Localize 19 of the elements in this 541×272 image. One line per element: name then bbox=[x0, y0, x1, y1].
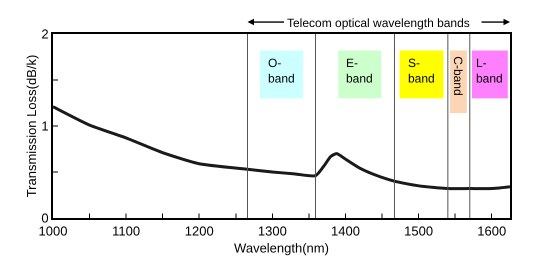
band-label: S- band bbox=[408, 56, 435, 86]
x-tick-label: 1000 bbox=[38, 223, 68, 238]
band-label: O- band bbox=[268, 56, 295, 86]
x-tick-label: 1300 bbox=[258, 223, 287, 238]
x-tick-label: 1100 bbox=[112, 223, 140, 238]
line-series bbox=[53, 105, 510, 190]
band-label: E- band bbox=[346, 56, 373, 86]
band-label: L- band bbox=[476, 56, 503, 86]
x-axis-title: Wavelength(nm) bbox=[234, 240, 329, 256]
x-tick-label: 1400 bbox=[331, 223, 360, 238]
x-tick-label: 1500 bbox=[404, 223, 434, 238]
band-label: C-band bbox=[451, 56, 466, 96]
y-tick-label: 2 bbox=[41, 26, 49, 42]
y-tick-label: 0 bbox=[41, 210, 49, 226]
x-tick-label: 1600 bbox=[477, 223, 506, 238]
y-tick-label: 1 bbox=[41, 118, 49, 134]
x-tick-label: 1200 bbox=[184, 223, 214, 238]
y-axis-title: Transmission Loss(dB/k) bbox=[24, 54, 39, 198]
text: Telecom optical wavelength bands bbox=[287, 16, 470, 30]
